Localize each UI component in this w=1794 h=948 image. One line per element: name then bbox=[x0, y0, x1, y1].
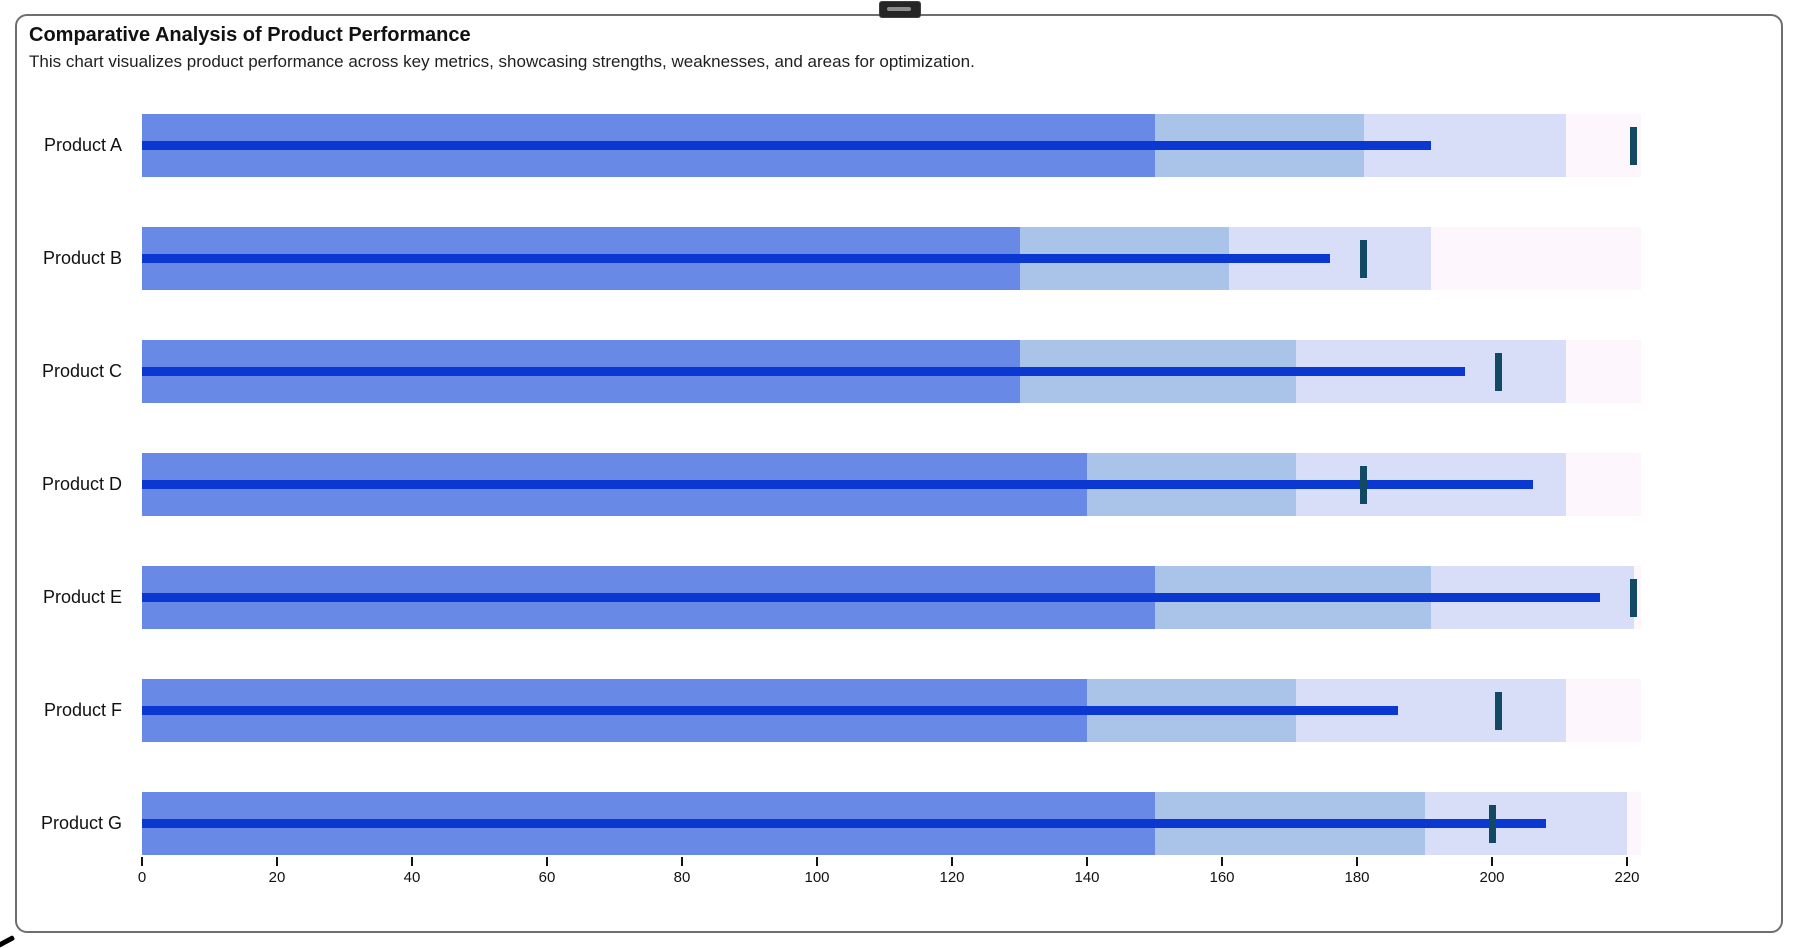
axis-tick bbox=[681, 857, 683, 866]
category-label: Product G bbox=[40, 812, 122, 833]
axis-tick-label: 120 bbox=[939, 869, 965, 886]
bullet-row bbox=[142, 340, 1641, 403]
target-marker bbox=[1488, 804, 1496, 843]
axis-tick-label: 60 bbox=[538, 869, 556, 886]
axis-tick bbox=[1221, 857, 1223, 866]
axis-tick bbox=[1491, 857, 1493, 866]
axis-tick-label: 80 bbox=[673, 869, 691, 886]
target-marker bbox=[1630, 126, 1638, 165]
axis-tick-label: 20 bbox=[268, 869, 286, 886]
bullet-row bbox=[142, 792, 1641, 855]
axis-tick bbox=[546, 857, 548, 866]
axis-tick-label: 40 bbox=[403, 869, 421, 886]
axis-tick-label: 0 bbox=[137, 869, 147, 886]
axis-tick-label: 220 bbox=[1614, 869, 1640, 886]
axis-tick bbox=[1626, 857, 1628, 866]
axis-tick bbox=[1356, 857, 1358, 866]
window-drag-handle[interactable] bbox=[879, 1, 921, 18]
category-label: Product E bbox=[42, 586, 122, 607]
target-marker bbox=[1360, 465, 1368, 504]
axis-tick bbox=[141, 857, 143, 866]
bullet-row bbox=[142, 453, 1641, 516]
axis-tick-label: 200 bbox=[1479, 869, 1505, 886]
measure-bar bbox=[142, 254, 1330, 263]
target-marker bbox=[1630, 578, 1638, 617]
measure-bar bbox=[142, 819, 1546, 828]
axis-tick bbox=[276, 857, 278, 866]
category-label: Product B bbox=[42, 247, 122, 268]
bullet-row bbox=[142, 566, 1641, 629]
target-marker bbox=[1495, 691, 1503, 730]
page-title: Comparative Analysis of Product Performa… bbox=[29, 24, 471, 46]
axis-tick bbox=[1086, 857, 1088, 866]
measure-bar bbox=[142, 367, 1465, 376]
category-label: Product C bbox=[41, 360, 122, 381]
page-subtitle: This chart visualizes product performanc… bbox=[29, 52, 975, 71]
axis-tick bbox=[951, 857, 953, 866]
category-label: Product A bbox=[43, 134, 122, 155]
target-marker bbox=[1495, 352, 1503, 391]
axis-tick-label: 160 bbox=[1209, 869, 1235, 886]
measure-bar bbox=[142, 706, 1398, 715]
drag-handle-icon bbox=[887, 7, 911, 11]
bullet-row bbox=[142, 227, 1641, 290]
axis-tick-label: 100 bbox=[804, 869, 830, 886]
axis-tick bbox=[816, 857, 818, 866]
axis-tick-label: 140 bbox=[1074, 869, 1100, 886]
axis-tick bbox=[411, 857, 413, 866]
category-label: Product D bbox=[41, 473, 122, 494]
bullet-row bbox=[142, 679, 1641, 742]
measure-bar bbox=[142, 141, 1432, 150]
measure-bar bbox=[142, 480, 1533, 489]
measure-bar bbox=[142, 593, 1600, 602]
bullet-row bbox=[142, 114, 1641, 177]
target-marker bbox=[1360, 239, 1368, 278]
category-label: Product F bbox=[43, 699, 122, 720]
axis-tick-label: 180 bbox=[1344, 869, 1370, 886]
